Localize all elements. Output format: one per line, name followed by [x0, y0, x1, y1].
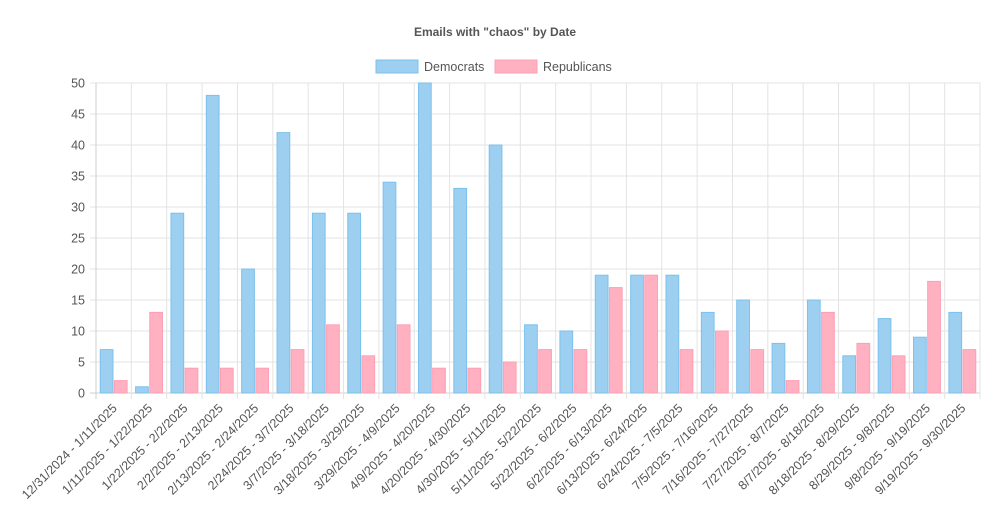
bar-republicans[interactable]: [184, 367, 199, 394]
bar-republicans[interactable]: [432, 367, 446, 394]
y-tick-label: 25: [71, 232, 85, 246]
bar-republicans[interactable]: [149, 311, 163, 394]
bar-republicans[interactable]: [219, 367, 234, 394]
bar-democrats[interactable]: [771, 342, 786, 394]
bar-republicans[interactable]: [396, 324, 411, 394]
bar-democrats[interactable]: [665, 274, 680, 394]
legend-swatch-democrats: [375, 59, 419, 74]
y-tick-label: 45: [71, 108, 85, 122]
bar-democrats[interactable]: [842, 355, 857, 394]
bar-democrats[interactable]: [170, 212, 185, 394]
bar-democrats[interactable]: [205, 94, 220, 394]
bar-democrats[interactable]: [311, 212, 326, 394]
bar-republicans[interactable]: [113, 380, 128, 394]
bar-democrats[interactable]: [877, 318, 892, 394]
bar-democrats[interactable]: [736, 299, 750, 394]
bar-democrats[interactable]: [913, 336, 927, 394]
legend: Democrats Republicans: [375, 59, 612, 74]
bar-republicans[interactable]: [608, 287, 623, 394]
bar-democrats[interactable]: [630, 274, 644, 394]
y-tick-label: 5: [78, 356, 85, 370]
y-tick-label: 10: [71, 325, 85, 339]
bar-democrats[interactable]: [135, 386, 149, 394]
bar-republicans[interactable]: [821, 311, 835, 394]
bar-democrats[interactable]: [948, 311, 963, 394]
y-tick-label: 15: [71, 294, 85, 308]
bar-republicans[interactable]: [679, 349, 694, 394]
bar-democrats[interactable]: [488, 144, 503, 394]
bar-democrats[interactable]: [806, 299, 821, 394]
bar-republicans[interactable]: [644, 274, 659, 394]
bar-republicans[interactable]: [715, 330, 729, 394]
y-axis: 0 5 10 15 20 25 30 35 40 45 50: [71, 77, 85, 401]
bar-republicans[interactable]: [255, 367, 270, 394]
bar-republicans[interactable]: [326, 324, 340, 394]
chart-title: Emails with "chaos" by Date: [414, 25, 576, 39]
legend-label-democrats: Democrats: [424, 60, 484, 74]
y-tick-label: 35: [71, 170, 85, 184]
bar-republicans[interactable]: [361, 355, 376, 394]
bar-republicans[interactable]: [856, 342, 871, 394]
legend-item-republicans[interactable]: Republicans: [494, 59, 612, 74]
bar-republicans[interactable]: [750, 349, 765, 394]
y-tick-label: 30: [71, 201, 85, 215]
bar-democrats[interactable]: [559, 330, 574, 394]
bar-republicans[interactable]: [290, 349, 305, 394]
bar-republicans[interactable]: [573, 349, 588, 394]
bars: [99, 82, 977, 394]
bar-democrats[interactable]: [382, 181, 397, 394]
bar-republicans[interactable]: [962, 349, 977, 394]
legend-item-democrats[interactable]: Democrats: [375, 59, 484, 74]
bar-republicans[interactable]: [927, 280, 941, 394]
bar-republicans[interactable]: [785, 380, 800, 394]
bar-democrats[interactable]: [276, 132, 291, 394]
y-tick-label: 0: [78, 387, 85, 401]
grid-lines: [90, 82, 981, 399]
bar-republicans[interactable]: [538, 349, 552, 394]
y-tick-label: 50: [71, 77, 85, 91]
y-tick-label: 40: [71, 139, 85, 153]
legend-label-republicans: Republicans: [543, 60, 612, 74]
bar-democrats[interactable]: [417, 82, 432, 394]
bar-democrats[interactable]: [524, 324, 538, 394]
bar-democrats[interactable]: [347, 212, 361, 394]
bar-republicans[interactable]: [467, 367, 482, 394]
bar-democrats[interactable]: [99, 349, 114, 394]
bar-democrats[interactable]: [241, 268, 255, 394]
bar-republicans[interactable]: [502, 361, 517, 394]
bar-democrats[interactable]: [700, 311, 715, 394]
y-tick-label: 20: [71, 263, 85, 277]
bar-democrats[interactable]: [453, 187, 468, 394]
bar-republicans[interactable]: [891, 355, 906, 394]
legend-swatch-republicans: [494, 59, 538, 74]
bar-democrats[interactable]: [594, 274, 609, 394]
